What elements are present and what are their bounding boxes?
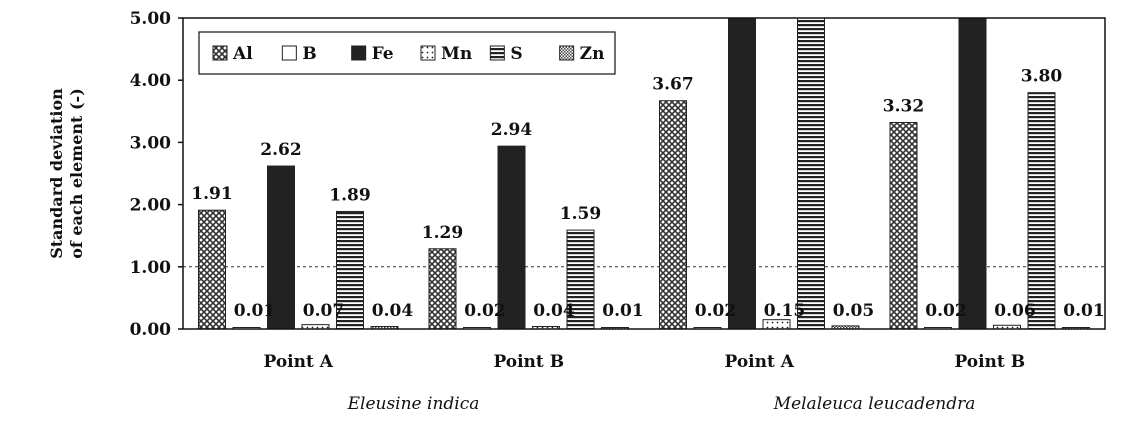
x-tick-label: Point B (954, 352, 1025, 372)
legend-label: Zn (580, 44, 605, 64)
bar-s (336, 210, 364, 330)
y-axis-title-line-1: Standard deviation (47, 88, 66, 259)
y-tick-label: 3.00 (130, 133, 172, 153)
data-label: 0.07 (303, 301, 344, 321)
data-label: 0.02 (695, 301, 736, 321)
data-label: 0.02 (925, 301, 966, 321)
data-label: 0.06 (994, 301, 1035, 321)
data-label: 1.89 (329, 185, 370, 205)
bar-al (198, 209, 226, 330)
data-label: 1.59 (560, 204, 601, 224)
legend-box (198, 31, 616, 75)
data-label: 3.32 (883, 96, 924, 116)
data-label: 1.29 (422, 223, 463, 243)
bar-s (566, 229, 595, 330)
bar-s (797, 17, 825, 330)
data-label: 0.04 (372, 301, 414, 321)
group-label: Melaleuca leucadendra (773, 394, 976, 414)
legend-swatch-al (212, 45, 228, 61)
legend-swatch-s (489, 45, 505, 61)
y-tick-label: 1.00 (130, 258, 172, 278)
legend-label: Fe (372, 44, 394, 64)
bar-al (659, 100, 687, 330)
legend-label: S (510, 44, 522, 64)
bar-fe (728, 17, 756, 330)
data-label: 0.01 (234, 301, 275, 321)
legend-label: Al (232, 44, 253, 64)
legend-swatch-fe (351, 45, 367, 61)
bar-fe (958, 17, 987, 330)
data-label: 0.01 (1063, 301, 1104, 321)
y-tick-label: 0.00 (130, 320, 172, 340)
data-label: 3.80 (1021, 67, 1063, 87)
bar-fe (497, 145, 526, 330)
data-label: 2.62 (260, 140, 301, 160)
bar-s (1027, 92, 1056, 330)
legend-swatch-b (281, 45, 297, 61)
x-tick-label: Point A (725, 352, 795, 372)
bar-al (428, 248, 457, 330)
data-label: 0.01 (602, 301, 643, 321)
legend-swatch-zn (559, 45, 575, 61)
data-label: 0.15 (764, 301, 805, 321)
bar-al (889, 121, 918, 330)
y-axis-title-line-2: of each element (-) (67, 88, 86, 259)
data-label: 0.05 (833, 301, 874, 321)
y-tick-label: 2.00 (130, 196, 172, 216)
bar-fe (267, 165, 295, 330)
data-label: 0.02 (464, 301, 505, 321)
y-axis-title: Standard deviation of each element (-) (47, 88, 86, 259)
legend-swatch-mn (420, 45, 436, 61)
data-label: 0.04 (533, 301, 575, 321)
y-tick-label: 4.00 (130, 71, 172, 91)
data-label: 1.91 (191, 184, 232, 204)
legend-label: Mn (441, 44, 472, 64)
y-tick-label: 5.00 (130, 9, 172, 29)
x-tick-label: Point B (493, 352, 564, 372)
data-label: 3.67 (652, 75, 693, 95)
data-label: 2.94 (491, 120, 533, 140)
bar-mn (762, 319, 791, 330)
x-tick-label: Point A (264, 352, 334, 372)
legend-label: B (302, 44, 316, 64)
plot-frame (182, 17, 1106, 330)
group-label: Eleusine indica (347, 394, 480, 414)
legend: Al B Fe Mn S Zn (198, 31, 616, 75)
